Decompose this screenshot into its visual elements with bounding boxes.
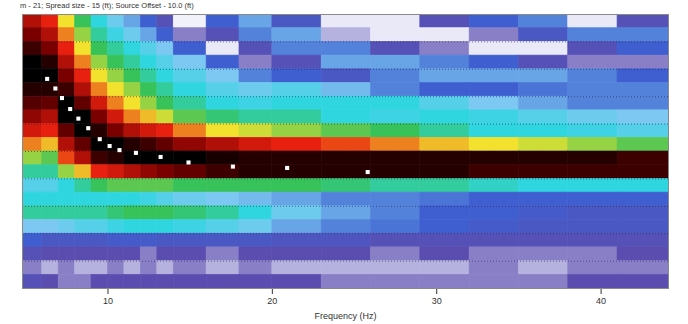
- svg-text:30: 30: [432, 296, 442, 306]
- html-text:m - 21; Spread size - 15 (ft);: m - 21; Spread size - 15 (ft); Source Of…: [20, 1, 194, 10]
- svg-text:10: 10: [103, 296, 113, 306]
- svg-text:40: 40: [596, 296, 606, 306]
- svg-text:Frequency (Hz): Frequency (Hz): [314, 311, 376, 321]
- svg-text:20: 20: [267, 296, 277, 306]
